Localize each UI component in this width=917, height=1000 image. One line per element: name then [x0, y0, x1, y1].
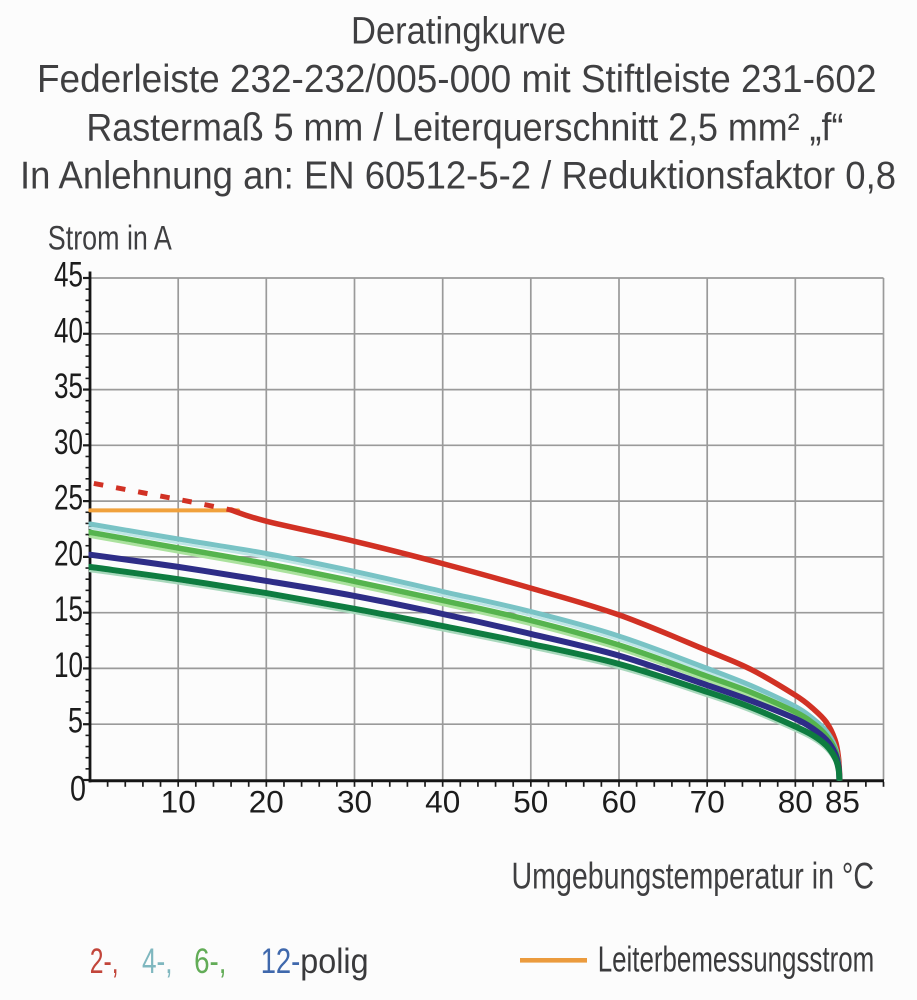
svg-text:30: 30: [337, 784, 372, 820]
svg-text:85: 85: [825, 784, 860, 820]
svg-text:Leiterbemessungsstrom: Leiterbemessungsstrom: [598, 939, 875, 980]
svg-text:polig: polig: [300, 942, 368, 981]
svg-text:2-,: 2-,: [90, 942, 119, 981]
svg-text:15: 15: [54, 589, 83, 629]
svg-text:50: 50: [513, 784, 548, 820]
svg-text:25: 25: [54, 478, 83, 518]
svg-text:35: 35: [54, 366, 83, 406]
svg-text:20: 20: [54, 533, 83, 573]
svg-text:30: 30: [54, 422, 83, 462]
svg-text:10: 10: [54, 645, 83, 685]
svg-text:70: 70: [690, 784, 725, 820]
svg-text:60: 60: [601, 784, 636, 820]
svg-text:Rastermaß 5 mm / Leiterquersch: Rastermaß 5 mm / Leiterquerschnitt 2,5 m…: [86, 107, 843, 150]
svg-text:6-,: 6-,: [194, 942, 226, 981]
svg-text:10: 10: [161, 784, 196, 820]
svg-text:Federleiste 232-232/005-000 mi: Federleiste 232-232/005-000 mit Stiftlei…: [37, 58, 877, 101]
svg-text:80: 80: [778, 784, 813, 820]
svg-text:Strom in A: Strom in A: [48, 219, 172, 257]
svg-text:20: 20: [249, 784, 284, 820]
svg-text:12-: 12-: [261, 942, 301, 981]
svg-text:40: 40: [425, 784, 460, 820]
svg-text:4-,: 4-,: [142, 942, 173, 981]
svg-text:5: 5: [68, 701, 83, 741]
svg-text:Deratingkurve: Deratingkurve: [351, 11, 566, 53]
svg-text:40: 40: [54, 310, 83, 350]
svg-text:0: 0: [70, 768, 86, 808]
svg-text:45: 45: [54, 255, 83, 295]
svg-text:In Anlehnung an: EN 60512-5-2: In Anlehnung an: EN 60512-5-2 / Reduktio…: [20, 155, 896, 198]
svg-text:Umgebungstemperatur in °C: Umgebungstemperatur in °C: [512, 856, 875, 897]
